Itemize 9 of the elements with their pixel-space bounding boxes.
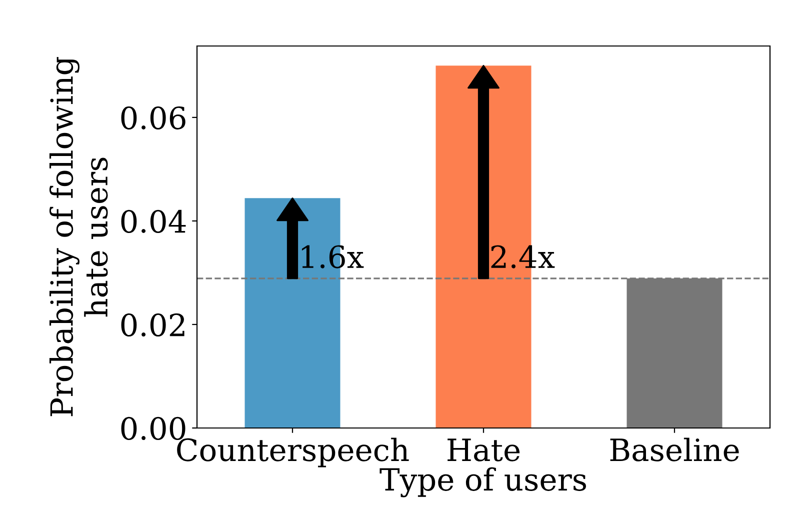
x-axis-title: Type of users [380,467,586,498]
y-tick-label: 0.02 [121,313,184,337]
x-tick-label: Counterspeech [177,438,409,468]
x-tick-label: Baseline [610,438,739,462]
y-tick-label: 0.06 [121,106,186,130]
y-tick-label: 0.04 [121,210,186,233]
y-axis-title: Probability of following hate users [49,57,108,416]
x-tick-label: Hate [448,438,520,462]
y-tick-label: 0.00 [121,416,186,440]
